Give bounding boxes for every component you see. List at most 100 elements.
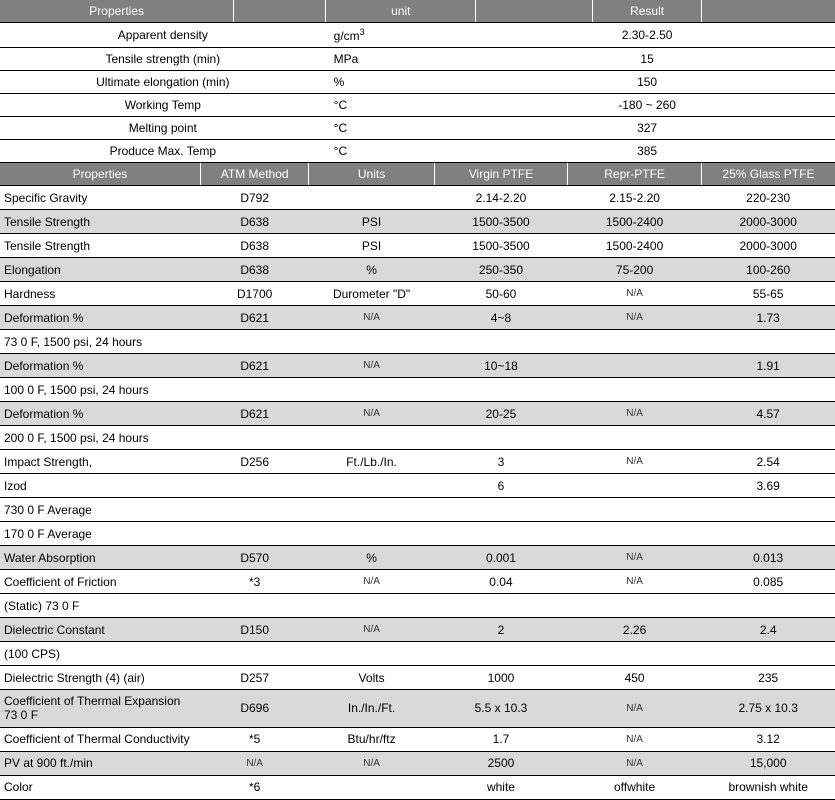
table2-row: Coefficient of Thermal Expansion 73 0 FD… <box>0 690 835 728</box>
value-cell: 1000 <box>434 666 568 690</box>
table2-row: Color*6whiteoffwhitebrownish white <box>0 775 835 799</box>
value-cell <box>701 594 835 618</box>
unit-cell: °C <box>326 117 476 140</box>
value-cell: Durometer "D" <box>309 282 434 306</box>
value-cell: 220-230 <box>701 186 835 210</box>
table2-header-cell: Repr-PTFE <box>568 163 702 186</box>
value-cell: 3.12 <box>701 727 835 751</box>
prop-cell: Working Temp <box>0 94 326 117</box>
result-cell: 385 <box>593 140 702 163</box>
value-cell: PSI <box>309 234 434 258</box>
value-cell: % <box>309 258 434 282</box>
empty-cell <box>476 94 593 117</box>
table2-row: Specific GravityD7922.14-2.202.15-2.2022… <box>0 186 835 210</box>
value-cell <box>568 354 702 378</box>
value-cell: 50-60 <box>434 282 568 306</box>
empty-cell <box>476 23 593 48</box>
value-cell: N/A <box>309 306 434 330</box>
result-cell: -180 ~ 260 <box>593 94 702 117</box>
value-cell <box>200 378 309 402</box>
table2-row: Impact Strength,D256Ft./Lb./In.3N/A2.54 <box>0 450 835 474</box>
result-cell: 327 <box>593 117 702 140</box>
prop-cell: Deformation % <box>0 402 200 426</box>
prop-cell: Tensile Strength <box>0 234 200 258</box>
value-cell: N/A <box>200 751 309 775</box>
value-cell: 0.085 <box>701 570 835 594</box>
value-cell: D621 <box>200 402 309 426</box>
value-cell: 1.73 <box>701 306 835 330</box>
prop-cell: Ultimate elongation (min) <box>0 71 326 94</box>
value-cell: *3 <box>200 570 309 594</box>
table2-row: ElongationD638%250-35075-200100-260 <box>0 258 835 282</box>
prop-cell: (100 CPS) <box>0 642 200 666</box>
value-cell: offwhite <box>568 775 702 799</box>
properties-table-1: PropertiesunitResult Apparent densityg/c… <box>0 0 835 163</box>
value-cell <box>309 775 434 799</box>
value-cell <box>568 594 702 618</box>
value-cell: brownish white <box>701 775 835 799</box>
value-cell <box>434 642 568 666</box>
value-cell <box>200 594 309 618</box>
table2-row: Coefficient of Thermal Conductivity*5Btu… <box>0 727 835 751</box>
empty-cell <box>476 71 593 94</box>
prop-cell: 170 0 F Average <box>0 522 200 546</box>
value-cell: D696 <box>200 690 309 728</box>
empty-cell <box>476 117 593 140</box>
empty-cell <box>701 117 835 140</box>
result-cell: 15 <box>593 48 702 71</box>
value-cell <box>568 474 702 498</box>
table1-row: Apparent densityg/cm32.30-2.50 <box>0 23 835 48</box>
value-cell: N/A <box>309 618 434 642</box>
table1-header-cell: unit <box>326 0 476 23</box>
unit-cell: % <box>326 71 476 94</box>
table2-row: 730 0 F Average <box>0 498 835 522</box>
value-cell: 100-260 <box>701 258 835 282</box>
value-cell <box>309 594 434 618</box>
table2-row: 170 0 F Average <box>0 522 835 546</box>
table2-row: Deformation %D621N/A10~181.91 <box>0 354 835 378</box>
value-cell <box>200 522 309 546</box>
value-cell: D621 <box>200 306 309 330</box>
table2-row: Tensile StrengthD638PSI1500-35001500-240… <box>0 234 835 258</box>
table1-row: Working Temp°C -180 ~ 260 <box>0 94 835 117</box>
value-cell: white <box>434 775 568 799</box>
table1-header-cell: Properties <box>0 0 234 23</box>
prop-cell: Tensile strength (min) <box>0 48 326 71</box>
value-cell: 235 <box>701 666 835 690</box>
prop-cell: Apparent density <box>0 23 326 48</box>
prop-cell: Izod <box>0 474 200 498</box>
table1-row: Tensile strength (min)MPa15 <box>0 48 835 71</box>
value-cell: N/A <box>309 570 434 594</box>
value-cell: 2000-3000 <box>701 210 835 234</box>
value-cell <box>309 642 434 666</box>
table2-header-cell: Virgin PTFE <box>434 163 568 186</box>
table2-row: 100 0 F, 1500 psi, 24 hours <box>0 378 835 402</box>
empty-cell <box>701 94 835 117</box>
prop-cell: 73 0 F, 1500 psi, 24 hours <box>0 330 200 354</box>
value-cell: N/A <box>568 450 702 474</box>
prop-cell: Water Absorption <box>0 546 200 570</box>
value-cell <box>568 522 702 546</box>
value-cell: 250-350 <box>434 258 568 282</box>
value-cell: N/A <box>568 690 702 728</box>
table2-row: Tensile StrengthD638PSI1500-35001500-240… <box>0 210 835 234</box>
empty-cell <box>476 48 593 71</box>
value-cell <box>309 474 434 498</box>
value-cell <box>568 498 702 522</box>
unit-cell: °C <box>326 94 476 117</box>
value-cell: 2 <box>434 618 568 642</box>
table2-row: Dielectric Strength (4) (air)D257Volts10… <box>0 666 835 690</box>
value-cell <box>568 426 702 450</box>
prop-cell: Coefficient of Thermal Conductivity <box>0 727 200 751</box>
properties-table-2: PropertiesATM MethodUnitsVirgin PTFERepr… <box>0 163 835 800</box>
table2-header-cell: Units <box>309 163 434 186</box>
table1-header-cell <box>234 0 326 23</box>
value-cell <box>434 378 568 402</box>
value-cell: 15,000 <box>701 751 835 775</box>
value-cell: D638 <box>200 258 309 282</box>
value-cell: 2000-3000 <box>701 234 835 258</box>
value-cell <box>200 642 309 666</box>
value-cell: 2.54 <box>701 450 835 474</box>
value-cell: N/A <box>568 727 702 751</box>
value-cell: N/A <box>309 751 434 775</box>
